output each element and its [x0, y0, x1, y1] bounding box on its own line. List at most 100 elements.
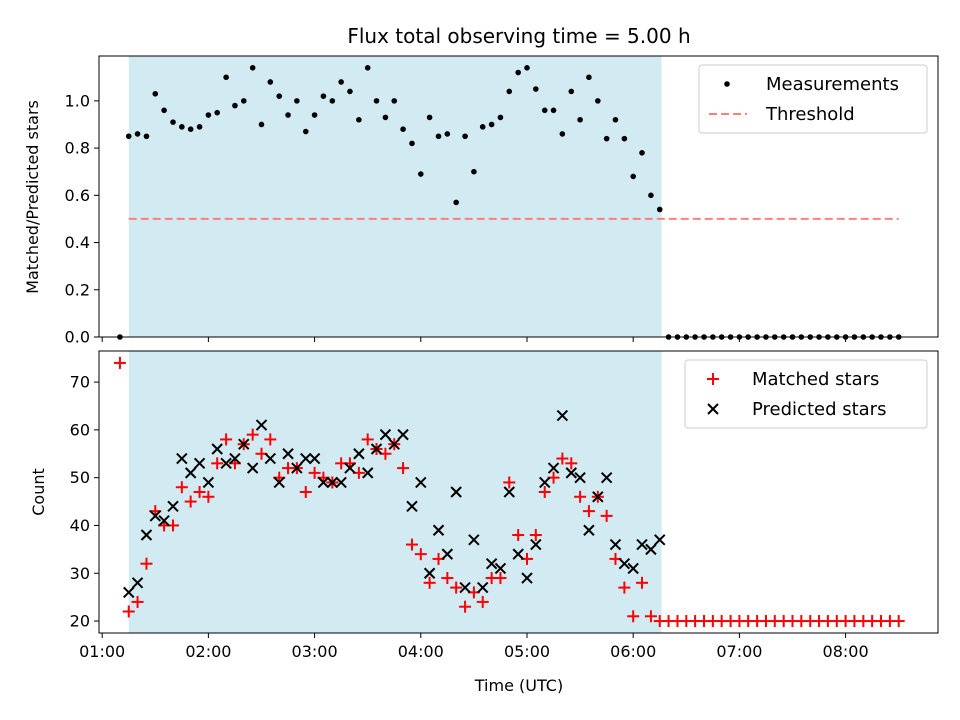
predicted-point [468, 534, 480, 546]
measurement-point [311, 112, 318, 118]
matched-point [423, 576, 436, 589]
axes-frame [98, 350, 939, 634]
predicted-point [539, 476, 551, 489]
matched-point [618, 581, 631, 594]
measurement-point [223, 74, 229, 81]
predicted-point [370, 443, 383, 455]
matched-point [361, 433, 374, 446]
measurement-point [329, 98, 336, 104]
predicted-point [556, 409, 569, 422]
x-tick-label: 01:00 [79, 642, 125, 661]
matched-point [494, 572, 507, 585]
ratio-panel: 0.0 0.2 0.4 0.6 0.8 1.0 Measurements Threshold [65, 55, 939, 347]
measurement-point [533, 86, 539, 92]
measurement-point [232, 102, 238, 109]
measurement-point [134, 131, 141, 137]
matched-point [476, 595, 489, 608]
measurement-point [338, 79, 344, 85]
axes-frame [98, 55, 939, 338]
predicted-point [600, 471, 613, 484]
measurement-point [373, 98, 380, 104]
matched-point [122, 605, 135, 618]
predicted-point [131, 577, 144, 589]
legend-frame [684, 359, 928, 429]
y-tick-label: 0.4 [65, 233, 90, 252]
x-tick-label: 05:00 [504, 642, 550, 661]
measurement-point [435, 133, 442, 140]
measurement-point [541, 107, 548, 114]
count-y-axis-label: Count [29, 468, 48, 516]
count-panel: 20 30 40 50 60 70 01:00 02:00 03:00 04:00 05:00 06:… [70, 350, 939, 661]
legend-label: Measurements [766, 74, 899, 95]
measurement-point [426, 114, 433, 121]
measurement-point [347, 88, 353, 95]
measurement-point [595, 98, 601, 104]
predicted-point [291, 462, 303, 474]
matched-point [627, 610, 640, 623]
measurement-point [196, 124, 203, 130]
matched-point [556, 452, 569, 465]
matched-point [131, 595, 144, 608]
predicted-point [317, 476, 330, 489]
matched-point [113, 356, 126, 369]
matched-point [574, 490, 587, 503]
y-tick-label: 40 [70, 516, 90, 535]
legend: Measurements Threshold [698, 64, 928, 134]
measurement-point [285, 112, 291, 118]
predicted-point [432, 524, 445, 536]
predicted-point [609, 538, 622, 551]
predicted-point [246, 462, 259, 474]
measurement-point [170, 119, 176, 125]
predicted-point [326, 476, 339, 489]
predicted-point [211, 443, 223, 455]
predicted-point [521, 572, 533, 584]
observing-window-band [128, 56, 662, 337]
measurement-point [639, 150, 645, 156]
predicted-point [193, 457, 206, 470]
matched-point [175, 481, 188, 494]
measurement-point [559, 131, 566, 137]
measurement-point [497, 114, 504, 121]
matched-point [299, 486, 312, 498]
measurement-point [205, 112, 212, 118]
x-tick-label: 06:00 [610, 642, 656, 661]
x-tick-label: 08:00 [823, 642, 869, 661]
predicted-point [282, 448, 294, 460]
predicted-point [423, 567, 436, 579]
predicted-point [627, 562, 639, 575]
measurement-point [267, 79, 274, 85]
measurement-point [179, 124, 185, 130]
predicted-point [176, 452, 188, 465]
matched-point [644, 610, 657, 623]
predicted-point [335, 476, 347, 489]
predicted-point [361, 467, 374, 479]
predicted-point [229, 452, 241, 465]
predicted-point [654, 534, 666, 546]
legend-frame [698, 64, 928, 134]
predicted-point [264, 452, 277, 465]
x-tick-label: 07:00 [716, 642, 762, 661]
measurement-point [506, 88, 513, 95]
measurement-point [125, 133, 132, 140]
measurement-point [391, 98, 398, 104]
x-tick-label: 04:00 [398, 642, 444, 661]
predicted-point [273, 476, 285, 489]
legend-label: Matched stars [752, 369, 879, 390]
matched-point [565, 457, 578, 470]
predicted-point [459, 581, 471, 594]
y-tick-label: 30 [70, 564, 90, 583]
measurement-point [356, 116, 362, 123]
measurement-point [577, 116, 583, 123]
predicted-point [388, 438, 400, 450]
measurement-point [187, 126, 194, 133]
measurement-point [249, 65, 256, 71]
legend-measurement-key [724, 81, 730, 87]
ratio-y-axis-label: Matched/Predicted stars [23, 100, 42, 294]
measurement-point [586, 74, 592, 81]
measurement-point [515, 69, 521, 76]
predicted-point [379, 428, 392, 441]
measurement-point [524, 65, 530, 71]
measurement-point [621, 135, 628, 142]
predicted-point [547, 462, 560, 474]
